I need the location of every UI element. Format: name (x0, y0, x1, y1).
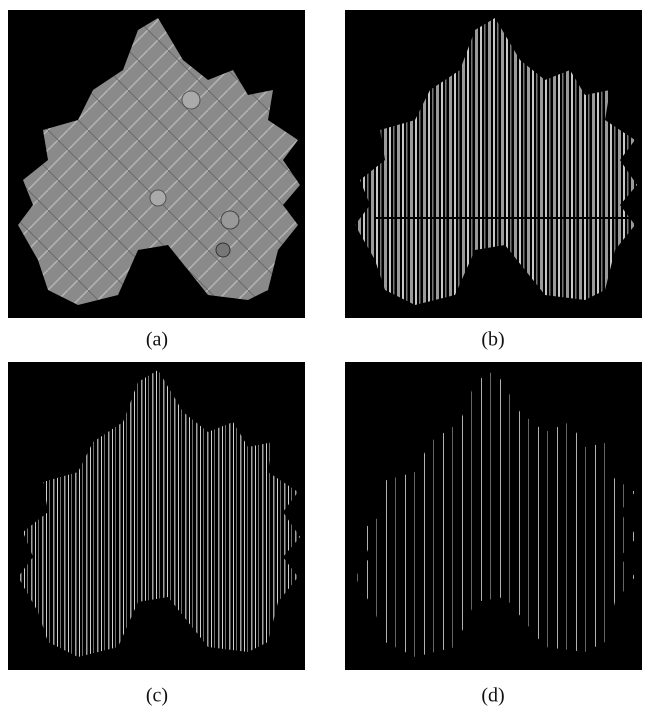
leaf-spot (216, 243, 230, 257)
figure: (a) (b) (c) (d) (0, 0, 650, 711)
caption: (b) (481, 329, 504, 351)
caption: (c) (146, 685, 168, 707)
caption: (a) (146, 329, 168, 351)
panel-c (8, 362, 308, 670)
leaf-spot (182, 91, 200, 109)
panel-a (8, 10, 308, 318)
caption: (d) (481, 685, 504, 707)
leaf-spot (221, 211, 239, 229)
panel-d (345, 362, 645, 670)
panel-b (345, 10, 645, 318)
leaf-spot (150, 190, 166, 206)
